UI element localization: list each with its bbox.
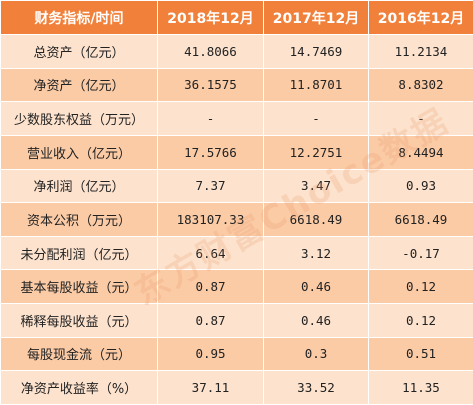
- table-row: 基本每股收益（元） 0.87 0.46 0.12: [0, 269, 473, 304]
- value-cell: 3.12: [263, 235, 369, 271]
- value-cell: -: [263, 101, 369, 136]
- row-label-cell: 稀释每股收益（元）: [0, 303, 158, 338]
- row-label-cell: 净资产收益率（%）: [0, 370, 158, 405]
- row-label-cell: 净利润（亿元）: [0, 168, 158, 204]
- value-cell: 41.8066: [157, 34, 264, 69]
- value-cell: -: [157, 101, 264, 136]
- table-row: 总资产（亿元） 41.8066 14.7469 11.2134: [0, 34, 473, 69]
- row-label-cell: 少数股东权益（万元）: [0, 101, 158, 136]
- value-cell: 0.46: [263, 303, 369, 338]
- value-cell: 7.37: [157, 168, 264, 204]
- value-cell: 14.7469: [263, 34, 369, 69]
- value-cell: 11.35: [368, 370, 473, 405]
- value-cell: 0.51: [368, 336, 473, 372]
- row-label-cell: 资本公积（万元）: [0, 202, 158, 237]
- value-cell: 8.8302: [368, 67, 473, 103]
- row-label-cell: 营业收入（亿元）: [0, 134, 158, 170]
- table-row: 资本公积（万元） 183107.33 6618.49 6618.49: [0, 202, 473, 237]
- value-cell: 0.12: [368, 303, 473, 338]
- value-cell: 37.11: [157, 370, 264, 405]
- value-cell: 6618.49: [368, 202, 473, 237]
- header-row: 财务指标/时间 2018年12月 2017年12月 2016年12月: [0, 0, 473, 35]
- value-cell: -0.17: [368, 235, 473, 271]
- value-cell: 6618.49: [263, 202, 369, 237]
- header-cell-indicator: 财务指标/时间: [0, 0, 158, 35]
- value-cell: 11.8701: [263, 67, 369, 103]
- table-row: 未分配利润（亿元） 6.64 3.12 -0.17: [0, 235, 473, 271]
- value-cell: 0.95: [157, 336, 264, 372]
- value-cell: 12.2751: [263, 134, 369, 170]
- value-cell: 0.93: [368, 168, 473, 204]
- value-cell: 17.5766: [157, 134, 264, 170]
- value-cell: 33.52: [263, 370, 369, 405]
- table-row: 净资产收益率（%） 37.11 33.52 11.35: [0, 370, 473, 405]
- row-label-cell: 净资产（亿元）: [0, 67, 158, 103]
- table-row: 每股现金流（元） 0.95 0.3 0.51: [0, 336, 473, 372]
- value-cell: 0.87: [157, 269, 264, 304]
- header-cell-2016: 2016年12月: [368, 0, 473, 35]
- header-cell-2018: 2018年12月: [157, 0, 264, 35]
- value-cell: 0.12: [368, 269, 473, 304]
- table-row: 稀释每股收益（元） 0.87 0.46 0.12: [0, 303, 473, 338]
- value-cell: 36.1575: [157, 67, 264, 103]
- value-cell: 183107.33: [157, 202, 264, 237]
- value-cell: 8.4494: [368, 134, 473, 170]
- row-label-cell: 总资产（亿元）: [0, 34, 158, 69]
- table-row: 净资产（亿元） 36.1575 11.8701 8.8302: [0, 67, 473, 103]
- table-row: 少数股东权益（万元） - - -: [0, 101, 473, 136]
- value-cell: 0.3: [263, 336, 369, 372]
- table-row: 净利润（亿元） 7.37 3.47 0.93: [0, 168, 473, 204]
- row-label-cell: 未分配利润（亿元）: [0, 235, 158, 271]
- row-label-cell: 每股现金流（元）: [0, 336, 158, 372]
- value-cell: 0.87: [157, 303, 264, 338]
- table-row: 营业收入（亿元） 17.5766 12.2751 8.4494: [0, 134, 473, 170]
- value-cell: -: [368, 101, 473, 136]
- value-cell: 0.46: [263, 269, 369, 304]
- header-cell-2017: 2017年12月: [263, 0, 369, 35]
- row-label-cell: 基本每股收益（元）: [0, 269, 158, 304]
- value-cell: 3.47: [263, 168, 369, 204]
- value-cell: 6.64: [157, 235, 264, 271]
- value-cell: 11.2134: [368, 34, 473, 69]
